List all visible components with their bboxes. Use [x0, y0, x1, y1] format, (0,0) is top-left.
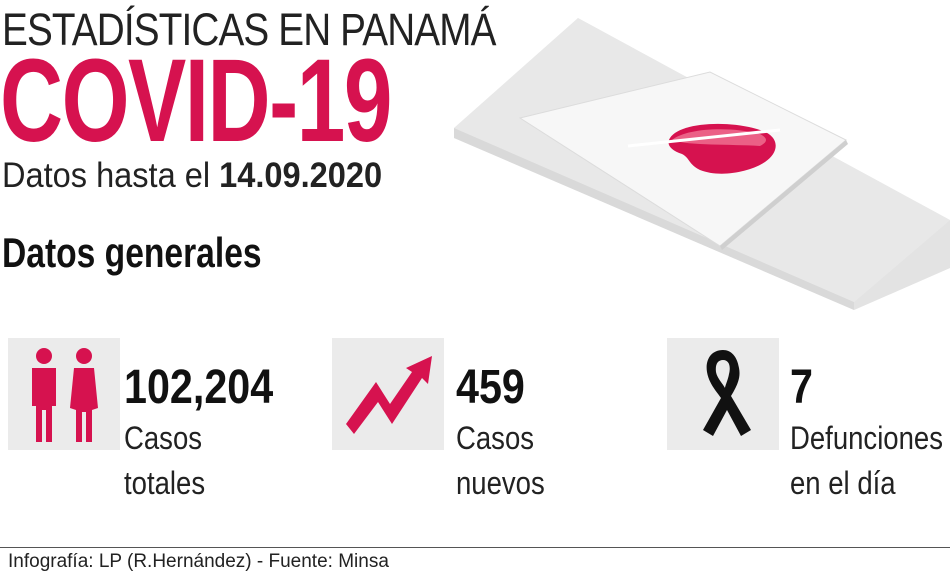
section-title: Datos generales [2, 229, 262, 276]
stat-label-new-cases-line2: nuevos [456, 465, 545, 501]
date-prefix: Datos hasta el [2, 156, 211, 195]
mourning-ribbon-icon [667, 338, 779, 450]
people-icon [8, 338, 120, 450]
stat-label-deaths-line1: Defunciones [790, 420, 943, 456]
stat-label-new-cases-line1: Casos [456, 420, 535, 456]
stat-value-new-cases: 459 [456, 361, 525, 414]
stat-label-total-cases-line2: totales [124, 465, 206, 501]
header-kicker: ESTADÍSTICAS EN PANAMÁ [2, 4, 496, 55]
footer-divider [0, 547, 950, 548]
stat-label-total-cases-line1: Casos [124, 420, 203, 456]
stat-value-deaths: 7 [790, 361, 813, 414]
footer-credit: Infografía: LP (R.Hernández) - Fuente: M… [8, 551, 389, 572]
date-value: 14.09.2020 [219, 156, 383, 195]
trend-up-arrow-icon [332, 338, 444, 450]
stat-label-deaths-line2: en el día [790, 465, 896, 501]
stat-value-total-cases: 102,204 [124, 361, 274, 414]
microscope-slide-illustration [454, 18, 950, 310]
date-line: Datos hasta el 14.09.2020 [2, 156, 382, 196]
page-title: COVID-19 [0, 35, 392, 167]
